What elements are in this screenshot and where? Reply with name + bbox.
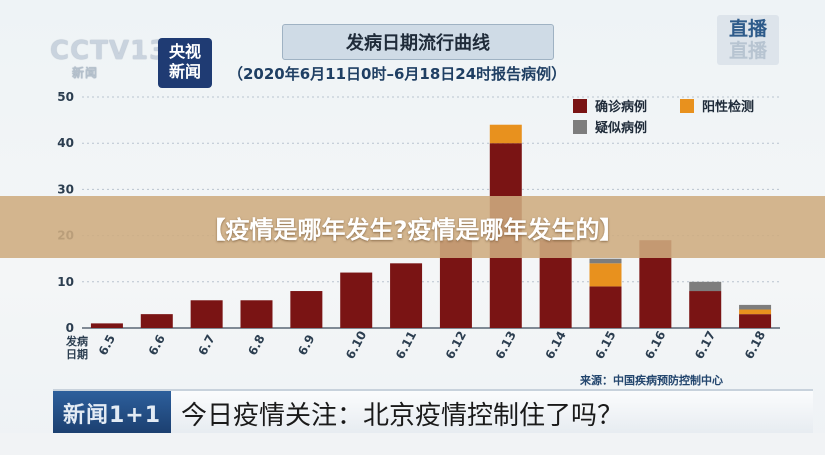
x-tick-label: 6.9 bbox=[295, 332, 317, 357]
bar-confirmed bbox=[340, 272, 373, 328]
bar-confirmed bbox=[390, 263, 423, 328]
bar-confirmed bbox=[240, 300, 273, 328]
x-tick-label: 6.13 bbox=[493, 329, 519, 362]
y-tick-label: 0 bbox=[66, 321, 74, 335]
y-tick-label: 40 bbox=[57, 136, 74, 150]
bar-suspected bbox=[589, 258, 622, 264]
program-logo: 央视 新闻 bbox=[158, 38, 212, 88]
x-tick-label: 6.16 bbox=[642, 329, 668, 362]
bar-confirmed bbox=[589, 286, 622, 328]
bar-confirmed bbox=[739, 314, 772, 328]
y-tick-label: 30 bbox=[57, 182, 74, 196]
x-tick-label: 6.18 bbox=[742, 329, 768, 362]
channel-logo: CCTV13 新闻 bbox=[50, 36, 167, 82]
y-tick-label: 50 bbox=[57, 90, 74, 104]
chart-title: 发病日期流行曲线 bbox=[282, 24, 554, 60]
y-tick-label: 10 bbox=[57, 275, 74, 289]
overlay-banner: 【疫情是哪年发生?疫情是哪年发生的】 bbox=[0, 196, 825, 258]
bar-confirmed bbox=[140, 314, 173, 328]
legend-label: 确诊病例 bbox=[595, 99, 647, 115]
program-logo-line2: 新闻 bbox=[168, 62, 201, 81]
x-tick-label: 6.12 bbox=[443, 329, 469, 362]
legend-swatch bbox=[680, 99, 694, 113]
live-badge-text: 直播 bbox=[728, 18, 767, 40]
headline: 今日疫情关注：北京疫情控制住了吗？ bbox=[181, 401, 624, 431]
bar-confirmed bbox=[90, 323, 123, 328]
bar-suspected bbox=[739, 304, 772, 310]
live-badge: 直播 直播 bbox=[717, 15, 779, 65]
x-axis-label: 发病日期 bbox=[65, 334, 88, 361]
bottom-strip bbox=[0, 433, 825, 455]
bar-positive bbox=[589, 263, 622, 287]
bar-confirmed bbox=[190, 300, 223, 328]
x-tick-label: 6.7 bbox=[195, 332, 217, 357]
legend-swatch bbox=[573, 99, 587, 113]
legend-label: 疑似病例 bbox=[595, 120, 647, 136]
program-logo-line1: 央视 bbox=[168, 42, 201, 61]
epidemic-curve-chart: 01020304050 6.56.66.76.86.96.106.116.126… bbox=[57, 90, 780, 362]
x-tick-label: 6.14 bbox=[543, 329, 569, 362]
bar-suspected bbox=[689, 281, 722, 292]
x-tick-label: 6.15 bbox=[592, 329, 618, 362]
x-axis: 6.5 6.6 6.7 6.8 6.9 6.10 6.11 6.12 6.13 6.14 6.15 6… bbox=[96, 329, 768, 362]
legend-label: 阳性检测 bbox=[702, 99, 754, 115]
x-tick-label: 6.10 bbox=[343, 329, 369, 362]
live-badge-ghost: 直播 bbox=[728, 40, 767, 62]
x-tick-label: 6.11 bbox=[393, 329, 419, 362]
program-tag: 新闻1+1 bbox=[53, 391, 171, 435]
chart-subtitle: （2020年6月11日0时–6月18日24时报告病例） bbox=[228, 65, 567, 83]
source-note: 来源：中国疾病预防控制中心 bbox=[580, 374, 723, 387]
legend-swatch bbox=[573, 120, 587, 134]
bar-positive bbox=[739, 309, 772, 315]
bar-confirmed bbox=[689, 291, 722, 328]
bar-positive bbox=[489, 124, 522, 144]
x-tick-label: 6.5 bbox=[96, 332, 118, 357]
lower-third: 新闻1+1 今日疫情关注：北京疫情控制住了吗？ bbox=[53, 389, 813, 435]
channel-logo-text: CCTV13 bbox=[50, 36, 169, 66]
x-tick-label: 6.17 bbox=[692, 329, 718, 362]
x-tick-label: 6.6 bbox=[146, 332, 168, 357]
bar-confirmed bbox=[290, 291, 323, 328]
channel-logo-sub: 新闻 bbox=[72, 66, 99, 80]
x-tick-label: 6.8 bbox=[245, 332, 267, 357]
